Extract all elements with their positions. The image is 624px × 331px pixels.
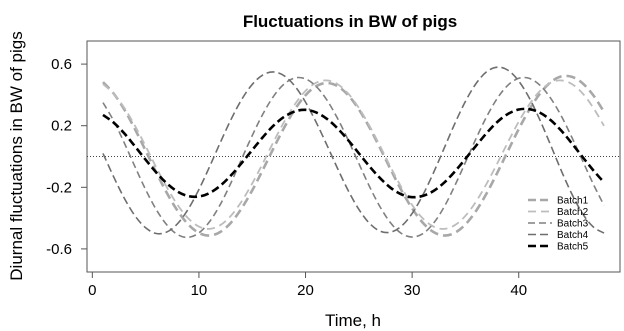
- y-tick-label: -0.6: [46, 241, 72, 258]
- x-tick-label: 10: [191, 282, 208, 299]
- y-tick-label: 0.6: [51, 56, 72, 73]
- y-tick-label: -0.2: [46, 179, 72, 196]
- x-axis: 0 10 20 30 40: [88, 272, 527, 299]
- legend-label-batch2: Batch2: [557, 207, 589, 218]
- series-line-batch5: [102, 107, 605, 199]
- series-line-batch1: [102, 74, 606, 237]
- series-line-batch4: [102, 66, 605, 235]
- y-tick-label: 0.2: [51, 118, 72, 135]
- series-group: [102, 66, 606, 239]
- legend-label-batch4: Batch4: [557, 230, 589, 241]
- legend-label-batch5: Batch5: [557, 242, 589, 253]
- x-tick-label: 0: [88, 282, 96, 299]
- chart-title: Fluctuations in BW of pigs: [243, 12, 457, 31]
- series-line-batch3: [102, 76, 605, 239]
- x-tick-label: 30: [404, 282, 421, 299]
- series-line-batch2: [102, 79, 605, 230]
- x-axis-label: Time, h: [325, 311, 381, 330]
- x-tick-label: 40: [510, 282, 527, 299]
- x-tick-label: 20: [297, 282, 314, 299]
- legend-label-batch3: Batch3: [557, 219, 589, 230]
- legend-label-batch1: Batch1: [557, 196, 589, 207]
- y-axis: -0.6 -0.2 0.2 0.6: [46, 56, 87, 258]
- y-axis-label: Diurnal fluctuations in BW of pigs: [7, 31, 26, 280]
